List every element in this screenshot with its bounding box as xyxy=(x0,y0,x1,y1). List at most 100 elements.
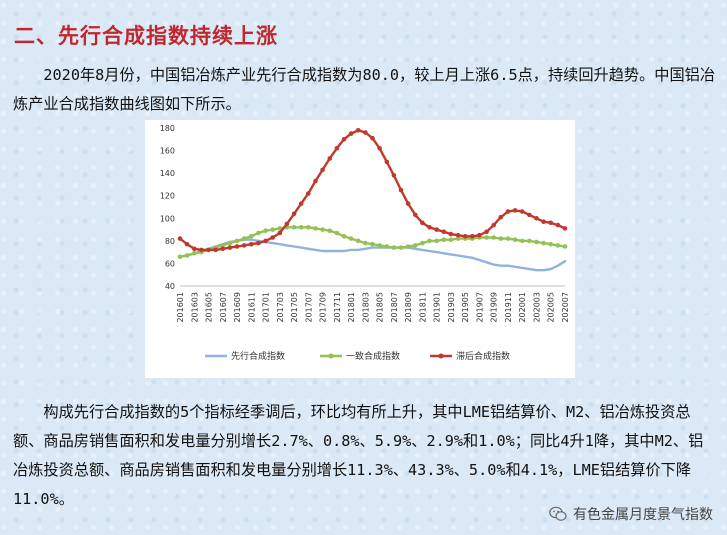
data-point xyxy=(348,236,354,241)
data-point xyxy=(199,247,204,253)
data-point xyxy=(491,222,497,228)
data-point xyxy=(534,239,539,245)
chart-panel: 40 60 80 100 120 140 160 180 201601 201603 201605 2… xyxy=(145,120,575,378)
data-point xyxy=(398,187,404,193)
data-point xyxy=(192,251,197,256)
data-point xyxy=(234,244,240,249)
x-tick-label: 201609 xyxy=(233,292,242,323)
data-point xyxy=(263,228,268,233)
data-point xyxy=(377,243,382,248)
intro-paragraph: 2020年8月份，中国铝冶炼产业先行合成指数为80.0，较上月上涨6.5点，持续… xyxy=(13,61,718,119)
x-tick-label: 201809 xyxy=(404,292,413,323)
footer-source: 有色金属月度景气指数 xyxy=(549,504,713,524)
x-tick-label: 201805 xyxy=(376,292,385,323)
data-point xyxy=(441,229,447,235)
data-point xyxy=(220,243,226,248)
data-point xyxy=(363,130,368,135)
data-point xyxy=(192,246,197,252)
data-point xyxy=(405,201,411,206)
data-point xyxy=(405,244,411,249)
data-point xyxy=(213,247,218,253)
data-point xyxy=(220,246,226,252)
data-point xyxy=(370,241,375,247)
data-point xyxy=(256,230,261,236)
y-tick-label: 180 xyxy=(160,124,175,133)
x-tick-label: 201601 xyxy=(176,292,185,323)
y-tick-label: 100 xyxy=(160,214,175,223)
data-point xyxy=(184,241,190,247)
y-tick-label: 160 xyxy=(160,147,175,156)
data-point xyxy=(484,229,489,235)
data-point xyxy=(227,245,233,250)
body-text: 构成先行合成指数的5个指标经季调后，环比均有所上升，其中LME铝结算价、M2、铝… xyxy=(13,403,704,508)
data-point xyxy=(427,238,432,244)
legend-label: 先行合成指数 xyxy=(231,350,285,362)
data-point xyxy=(348,131,354,136)
data-point xyxy=(498,236,504,241)
data-point xyxy=(263,238,268,244)
data-point xyxy=(298,201,304,206)
intro-text: 2020年8月份，中国铝冶炼产业先行合成指数为80.0，较上月上涨6.5点，持续… xyxy=(13,66,716,113)
data-point xyxy=(355,128,361,133)
data-point xyxy=(519,238,525,244)
series-line-3 xyxy=(178,129,567,252)
x-tick-label: 201709 xyxy=(319,292,328,323)
data-point xyxy=(455,236,461,241)
footer-text: 有色金属月度景气指数 xyxy=(573,507,713,523)
data-point xyxy=(334,230,340,236)
x-tick-label: 201905 xyxy=(461,292,470,323)
x-tick-label: 201911 xyxy=(504,292,513,323)
y-tick-label: 60 xyxy=(165,259,175,268)
x-tick-label: 201707 xyxy=(304,292,313,323)
data-point xyxy=(455,232,461,238)
data-point xyxy=(249,241,254,247)
data-point xyxy=(377,146,382,151)
data-point xyxy=(241,243,247,248)
data-point xyxy=(327,156,332,161)
data-point xyxy=(277,226,283,231)
data-point xyxy=(427,225,432,230)
data-point xyxy=(306,225,311,230)
x-tick-label: 201701 xyxy=(262,292,271,323)
data-point xyxy=(548,220,553,226)
x-tick-label: 202005 xyxy=(547,292,556,323)
composite-index-chart: 40 60 80 100 120 140 160 180 201601 201603 201605 2… xyxy=(160,124,570,362)
data-point xyxy=(413,212,418,218)
data-point xyxy=(448,237,454,242)
data-point xyxy=(363,240,368,246)
data-point xyxy=(206,247,211,253)
data-point xyxy=(177,236,183,241)
x-tick-label: 202003 xyxy=(532,292,541,323)
data-point xyxy=(306,191,311,196)
data-point xyxy=(441,237,447,242)
legend-label: 滞后合成指数 xyxy=(456,350,510,362)
data-point xyxy=(313,226,318,231)
data-point xyxy=(391,245,397,250)
data-point xyxy=(491,235,497,240)
data-point xyxy=(177,254,183,259)
data-point xyxy=(355,238,361,244)
data-point xyxy=(519,209,525,214)
data-point xyxy=(277,230,283,236)
x-tick-label: 201611 xyxy=(247,292,256,323)
data-point xyxy=(384,244,390,249)
data-point xyxy=(320,227,325,232)
y-tick-label: 40 xyxy=(165,282,175,291)
legend-label: 一致合成指数 xyxy=(346,350,400,362)
data-point xyxy=(555,243,561,248)
data-point xyxy=(541,240,546,246)
data-point xyxy=(420,220,425,226)
legend-marker xyxy=(438,353,444,359)
data-point xyxy=(284,221,290,227)
data-point xyxy=(249,234,254,239)
data-point xyxy=(227,240,233,246)
data-point xyxy=(298,225,304,230)
data-point xyxy=(498,214,504,220)
data-point xyxy=(512,237,518,242)
x-tick-label: 201703 xyxy=(276,292,285,323)
data-point xyxy=(462,234,468,239)
data-point xyxy=(370,135,375,141)
data-point xyxy=(184,253,190,258)
data-point xyxy=(484,235,489,240)
data-point xyxy=(434,238,440,244)
